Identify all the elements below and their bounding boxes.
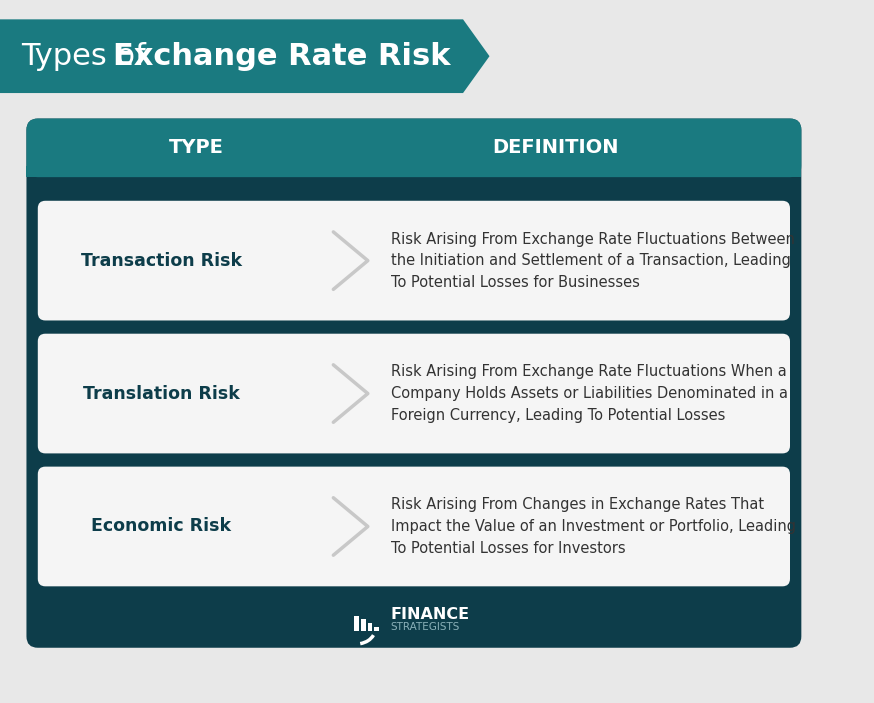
Text: TYPE: TYPE bbox=[169, 138, 224, 157]
Text: Exchange Rate Risk: Exchange Rate Risk bbox=[113, 41, 450, 71]
Text: DEFINITION: DEFINITION bbox=[492, 138, 619, 157]
Bar bbox=[374, 627, 379, 631]
FancyBboxPatch shape bbox=[38, 467, 790, 586]
FancyBboxPatch shape bbox=[26, 119, 801, 177]
Polygon shape bbox=[0, 20, 489, 93]
Text: FINANCE: FINANCE bbox=[391, 607, 469, 622]
Text: STRATEGISTS: STRATEGISTS bbox=[391, 622, 460, 632]
Text: Risk Arising From Changes in Exchange Rates That
Impact the Value of an Investme: Risk Arising From Changes in Exchange Ra… bbox=[391, 498, 795, 555]
Text: Risk Arising From Exchange Rate Fluctuations When a
Company Holds Assets or Liab: Risk Arising From Exchange Rate Fluctuat… bbox=[391, 364, 787, 423]
Text: Economic Risk: Economic Risk bbox=[91, 517, 232, 536]
Text: Risk Arising From Exchange Rate Fluctuations Between
the Initiation and Settleme: Risk Arising From Exchange Rate Fluctuat… bbox=[391, 231, 794, 290]
FancyBboxPatch shape bbox=[26, 119, 801, 647]
Text: Types of: Types of bbox=[21, 41, 156, 71]
Text: Translation Risk: Translation Risk bbox=[83, 385, 239, 403]
Bar bbox=[361, 619, 365, 631]
Text: Transaction Risk: Transaction Risk bbox=[80, 252, 242, 270]
Bar bbox=[26, 166, 801, 177]
Bar bbox=[354, 616, 359, 631]
FancyBboxPatch shape bbox=[38, 334, 790, 453]
Bar bbox=[368, 623, 372, 631]
FancyBboxPatch shape bbox=[38, 201, 790, 321]
